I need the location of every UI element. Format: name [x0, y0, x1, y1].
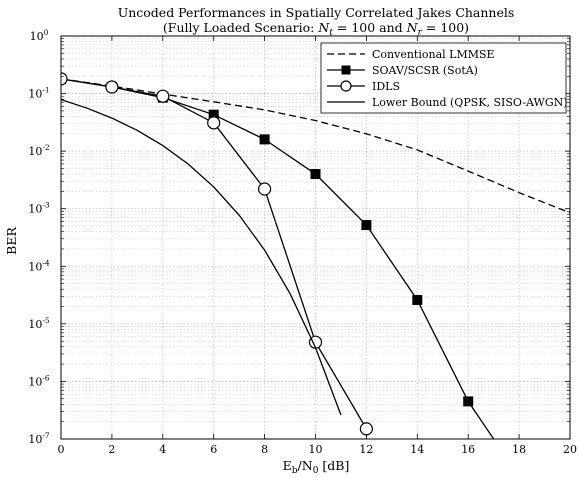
series-line-lower-bound [61, 98, 342, 416]
data-point-square [208, 109, 219, 120]
y-tick-label: 10-2 [28, 143, 50, 158]
y-tick-label: 10-4 [28, 258, 50, 273]
y-tick-label: 10-7 [28, 431, 50, 446]
y-tick-label: 10-6 [28, 373, 50, 388]
x-tick-label: 10 [309, 443, 323, 456]
legend-marker-square [341, 65, 351, 75]
legend: Conventional LMMSE SOAV/SCSR (SotA) IDLS Lo… [320, 42, 568, 114]
data-point-square [412, 294, 423, 305]
y-tick-label: 10-3 [28, 201, 50, 216]
y-tick-label: 100 [30, 28, 49, 43]
chart-title: Uncoded Performances in Spatially Correl… [118, 5, 515, 38]
data-point-circle [61, 72, 68, 86]
legend-box [320, 42, 567, 114]
x-tick-label: 20 [563, 443, 577, 456]
data-point-square [361, 220, 372, 231]
data-point-circle [359, 422, 373, 436]
axis-ticks [60, 35, 571, 440]
x-tick-label: 18 [512, 443, 526, 456]
series-lower-bound [61, 98, 342, 416]
data-point-circle [105, 80, 119, 94]
x-tick-label: 12 [359, 443, 373, 456]
data-point-square [310, 169, 321, 180]
x-tick-label: 16 [461, 443, 475, 456]
x-tick-label: 2 [108, 443, 115, 456]
legend-label-soav: SOAV/SCSR (SotA) [372, 64, 478, 77]
data-point-circle [258, 182, 272, 196]
data-point-circle [207, 116, 221, 130]
y-tick-labels: 100 10-1 10-2 10-3 10-4 10-5 10-6 10-7 [28, 28, 50, 446]
legend-label-lower-bound: Lower Bound (QPSK, SISO-AWGN) [372, 96, 568, 109]
series-line-soav [61, 78, 495, 439]
x-tick-label: 0 [58, 443, 65, 456]
chart-title-line2: (Fully Loaded Scenario: Nt = 100 and Nr … [163, 20, 469, 38]
chart-title-line1: Uncoded Performances in Spatially Correl… [118, 5, 515, 20]
data-point-circle [156, 89, 170, 103]
x-axis-label: Eb/N0 [dB] [283, 458, 350, 476]
legend-marker-circle [340, 80, 352, 92]
legend-label-idls: IDLS [372, 80, 400, 93]
y-axis-label: BER [4, 227, 19, 255]
x-tick-label: 8 [261, 443, 268, 456]
series-idls [61, 72, 373, 436]
y-tick-label: 10-1 [28, 86, 49, 101]
x-tick-label: 14 [410, 443, 424, 456]
x-tick-labels: 0 2 4 6 8 10 12 14 16 18 20 [58, 443, 578, 456]
legend-label-lmmse: Conventional LMMSE [372, 48, 495, 61]
data-point-square [463, 396, 474, 407]
x-tick-label: 6 [210, 443, 217, 456]
series-lmmse [61, 78, 570, 214]
data-point-square [259, 134, 270, 145]
y-tick-label: 10-5 [28, 316, 50, 331]
x-tick-label: 4 [159, 443, 166, 456]
series-layer [61, 72, 570, 439]
series-line-lmmse [61, 78, 570, 214]
